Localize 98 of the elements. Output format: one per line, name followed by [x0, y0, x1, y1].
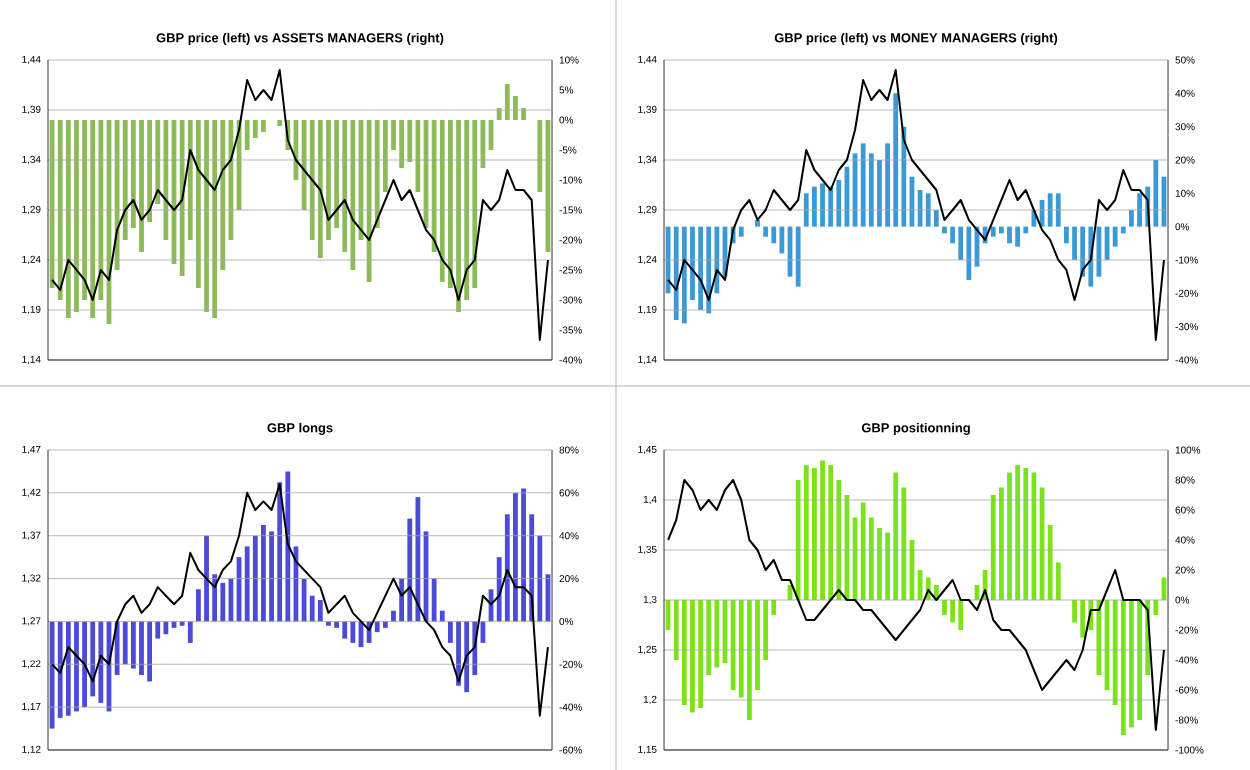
bar — [350, 621, 356, 643]
bar — [220, 582, 226, 622]
bar — [57, 621, 63, 718]
bar — [779, 226, 785, 254]
bar — [803, 193, 809, 227]
bar — [431, 578, 437, 622]
bar — [285, 471, 291, 622]
bar — [950, 600, 955, 623]
bar — [803, 465, 809, 600]
bar — [114, 120, 120, 270]
bar — [836, 180, 842, 227]
bar — [456, 120, 461, 312]
bar — [698, 226, 703, 310]
bar — [942, 600, 947, 615]
bar — [350, 120, 356, 270]
bar — [1080, 600, 1086, 638]
bar — [1137, 600, 1142, 720]
bar — [990, 495, 996, 600]
bar — [212, 120, 218, 318]
bar — [681, 600, 687, 705]
bar — [277, 120, 283, 126]
bar — [65, 120, 71, 318]
bar — [261, 525, 266, 622]
bar — [204, 120, 209, 312]
bar — [163, 120, 169, 240]
bar — [82, 621, 87, 708]
bar — [746, 600, 752, 720]
bar — [673, 226, 679, 320]
bar — [755, 220, 760, 227]
bar — [860, 502, 866, 600]
bar — [537, 120, 543, 192]
bar — [763, 226, 769, 237]
bar — [1112, 226, 1118, 247]
bar — [244, 120, 250, 150]
bar — [1047, 193, 1053, 227]
bar — [1137, 193, 1142, 227]
bar — [187, 621, 193, 643]
bar — [820, 183, 825, 227]
bar — [812, 186, 817, 227]
bar — [147, 621, 153, 682]
bar — [464, 621, 470, 693]
bar — [317, 120, 323, 258]
bar — [382, 621, 388, 628]
bar — [1120, 600, 1126, 735]
bar — [730, 600, 736, 690]
bar — [366, 120, 372, 282]
bar — [139, 621, 144, 675]
bar — [342, 621, 348, 639]
bar — [706, 226, 712, 314]
bar — [795, 226, 801, 287]
bar — [204, 535, 209, 622]
bar — [309, 595, 315, 622]
bar — [114, 621, 120, 675]
bar — [504, 84, 510, 120]
bar — [828, 186, 834, 227]
bar — [1015, 226, 1021, 247]
bar — [415, 497, 421, 622]
bar — [860, 143, 866, 227]
bar — [521, 488, 526, 622]
bar — [1031, 472, 1037, 600]
bar — [261, 120, 266, 132]
bar — [415, 120, 421, 192]
bar — [439, 120, 445, 282]
bar — [98, 621, 104, 703]
bar — [1007, 226, 1012, 244]
bar — [681, 226, 687, 324]
bar — [90, 120, 96, 318]
bar — [1007, 472, 1012, 600]
bar — [893, 93, 899, 227]
bar — [1129, 600, 1134, 728]
bar — [1055, 193, 1061, 227]
bar — [698, 600, 703, 708]
bar — [958, 600, 964, 630]
bar — [74, 120, 79, 312]
bar — [1153, 160, 1159, 227]
bar — [893, 472, 899, 600]
bar — [690, 600, 695, 713]
bar — [139, 120, 144, 252]
bar — [714, 600, 720, 668]
bar — [812, 468, 817, 600]
bar — [1015, 465, 1021, 600]
bar — [65, 621, 71, 716]
bar — [130, 621, 136, 669]
bar — [179, 120, 185, 276]
bar — [990, 226, 996, 237]
bar — [317, 600, 323, 622]
bar — [738, 226, 744, 237]
bar — [1023, 468, 1029, 600]
bar — [1047, 525, 1053, 600]
bar — [966, 226, 972, 280]
bar — [828, 465, 834, 600]
bar — [513, 492, 518, 622]
bar — [925, 193, 931, 227]
bar — [74, 621, 79, 712]
bar — [399, 120, 405, 168]
bar — [163, 621, 169, 635]
bar — [456, 621, 461, 686]
bar — [820, 460, 825, 600]
